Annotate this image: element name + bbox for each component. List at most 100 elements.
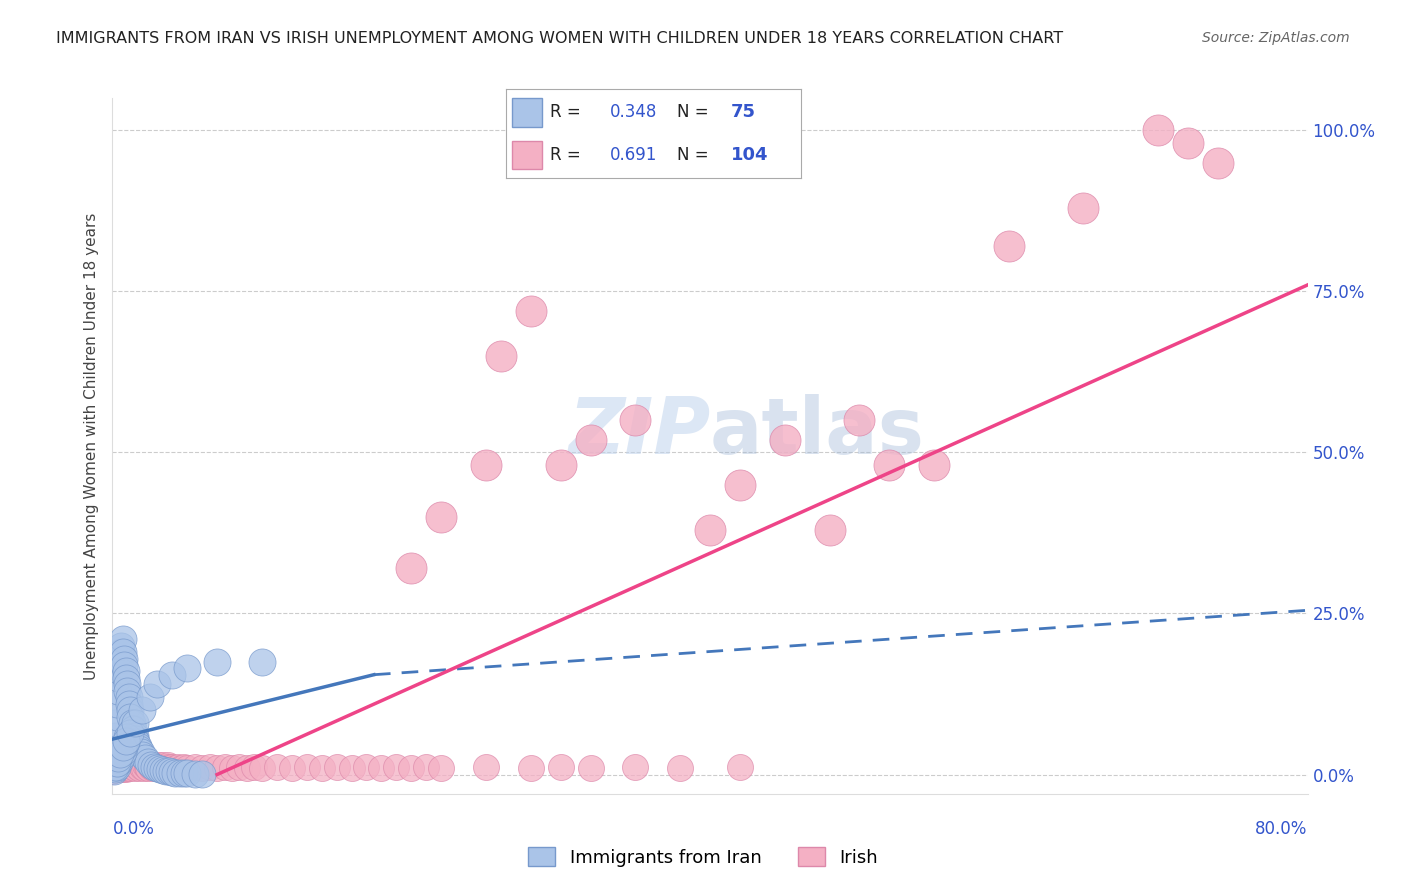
Point bbox=[214, 760, 236, 774]
Point bbox=[520, 761, 543, 775]
Point bbox=[118, 690, 141, 705]
Point bbox=[108, 763, 131, 777]
Point bbox=[115, 763, 138, 777]
Point bbox=[125, 758, 148, 772]
Point bbox=[107, 758, 129, 772]
Text: 0.691: 0.691 bbox=[610, 146, 657, 164]
Point bbox=[475, 458, 498, 473]
Point bbox=[728, 477, 751, 491]
Point bbox=[624, 760, 647, 774]
Point bbox=[385, 760, 408, 774]
Point bbox=[117, 761, 139, 775]
Point bbox=[134, 751, 156, 765]
Point bbox=[108, 665, 131, 679]
Point bbox=[122, 723, 145, 737]
Point bbox=[143, 760, 166, 774]
Point bbox=[111, 763, 134, 777]
Point bbox=[430, 761, 453, 775]
Point bbox=[108, 760, 131, 774]
Point bbox=[150, 761, 173, 775]
Point bbox=[138, 761, 160, 775]
Point bbox=[124, 716, 146, 731]
Point bbox=[311, 761, 333, 775]
Point bbox=[135, 760, 157, 774]
Point bbox=[103, 763, 125, 777]
Point bbox=[1147, 123, 1170, 137]
Point bbox=[157, 764, 180, 779]
Text: 104: 104 bbox=[731, 146, 768, 164]
Point bbox=[101, 761, 124, 775]
Point bbox=[103, 760, 125, 774]
Point bbox=[1177, 136, 1199, 151]
Point bbox=[117, 677, 139, 691]
Point bbox=[191, 761, 214, 775]
Point bbox=[105, 697, 128, 711]
Point bbox=[176, 661, 198, 675]
Point bbox=[155, 761, 177, 775]
Point bbox=[107, 761, 129, 775]
Point bbox=[128, 741, 150, 756]
Point bbox=[183, 760, 205, 774]
Point bbox=[115, 734, 138, 748]
Point bbox=[159, 761, 181, 775]
Point bbox=[128, 761, 150, 775]
Point bbox=[728, 760, 751, 774]
Point bbox=[356, 760, 378, 774]
Point bbox=[105, 760, 128, 774]
Point bbox=[111, 645, 134, 659]
Text: atlas: atlas bbox=[710, 394, 925, 470]
Point bbox=[110, 758, 132, 772]
Point bbox=[104, 729, 127, 743]
Point bbox=[848, 413, 870, 427]
Point bbox=[579, 761, 602, 775]
Point bbox=[773, 433, 796, 447]
Point bbox=[115, 665, 138, 679]
Point bbox=[340, 761, 363, 775]
Text: N =: N = bbox=[678, 103, 714, 121]
Point bbox=[149, 760, 172, 774]
Text: Source: ZipAtlas.com: Source: ZipAtlas.com bbox=[1202, 31, 1350, 45]
Point bbox=[104, 758, 127, 772]
Point bbox=[114, 658, 135, 673]
Point bbox=[107, 756, 129, 770]
Point bbox=[121, 716, 143, 731]
Point bbox=[110, 645, 132, 659]
Point bbox=[108, 747, 131, 761]
Point bbox=[243, 760, 266, 774]
Point bbox=[173, 760, 195, 774]
Point bbox=[922, 458, 945, 473]
Point bbox=[121, 758, 143, 772]
Point bbox=[250, 761, 273, 775]
Point bbox=[489, 349, 512, 363]
Point bbox=[205, 761, 228, 775]
Point bbox=[295, 760, 318, 774]
Point bbox=[117, 758, 139, 772]
Point bbox=[370, 761, 392, 775]
Point bbox=[624, 413, 647, 427]
Point bbox=[107, 671, 129, 685]
Point bbox=[115, 735, 138, 749]
Point bbox=[104, 716, 127, 731]
Point bbox=[998, 239, 1021, 253]
Point bbox=[173, 766, 195, 780]
Text: 0.0%: 0.0% bbox=[112, 820, 155, 838]
Point bbox=[118, 760, 141, 774]
Point bbox=[120, 703, 142, 717]
Y-axis label: Unemployment Among Women with Children Under 18 years: Unemployment Among Women with Children U… bbox=[83, 212, 98, 680]
Point bbox=[111, 632, 134, 647]
Point bbox=[108, 651, 131, 665]
Point bbox=[146, 677, 169, 691]
Point bbox=[156, 758, 179, 772]
Text: N =: N = bbox=[678, 146, 714, 164]
Point bbox=[520, 303, 543, 318]
Point bbox=[149, 763, 172, 777]
Point bbox=[107, 683, 129, 698]
Point bbox=[108, 753, 131, 767]
Point bbox=[127, 760, 149, 774]
Legend: Immigrants from Iran, Irish: Immigrants from Iran, Irish bbox=[522, 840, 884, 874]
Point bbox=[579, 433, 602, 447]
Point bbox=[114, 758, 135, 772]
Point bbox=[153, 760, 176, 774]
Text: 80.0%: 80.0% bbox=[1256, 820, 1308, 838]
Point bbox=[110, 761, 132, 775]
